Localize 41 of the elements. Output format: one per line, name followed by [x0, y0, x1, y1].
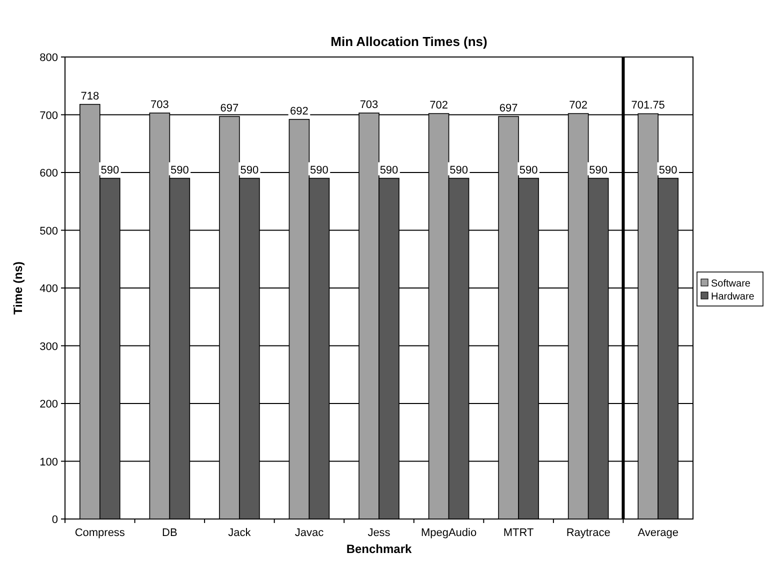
y-tick-label: 300 [40, 340, 58, 353]
y-tick-label: 500 [40, 225, 58, 238]
data-label: 703 [360, 99, 378, 112]
data-label: 718 [80, 90, 100, 102]
y-tick-label: 100 [40, 456, 58, 468]
data-label: 701.75 [631, 100, 665, 112]
y-tick-label: 700 [40, 110, 58, 122]
data-label: 590 [450, 164, 468, 176]
x-tick-label: Compress [74, 527, 126, 539]
y-tick-label: 800 [40, 52, 58, 64]
data-label: 590 [100, 164, 120, 176]
legend-label: Software [711, 278, 751, 290]
chart-title: Min Allocation Times (ns) [330, 34, 488, 49]
x-tick-label: MpegAudio [420, 527, 477, 539]
data-label: 590 [310, 164, 328, 176]
y-tick-label: 600 [40, 168, 58, 180]
data-label: 590 [170, 164, 189, 176]
y-tick-label: 0 [52, 514, 58, 526]
x-tick-label: Javac [294, 527, 324, 539]
data-label: 697 [499, 102, 518, 114]
data-label: 703 [150, 99, 169, 112]
data-label: 590 [658, 164, 678, 176]
x-tick-label: Jess [368, 527, 391, 539]
data-label: 702 [569, 100, 588, 112]
y-tick-label: 400 [40, 283, 58, 295]
legend-label: Hardware [711, 292, 755, 302]
data-label: 692 [290, 105, 308, 118]
x-tick-label: Jack [228, 527, 252, 539]
data-label: 590 [589, 164, 608, 176]
data-label: 702 [430, 100, 448, 112]
x-tick-label: MTRT [503, 527, 534, 539]
data-label: 590 [240, 164, 259, 176]
x-axis-title: Benchmark [346, 542, 412, 556]
data-label: 697 [220, 102, 239, 114]
data-label: 590 [519, 164, 538, 176]
y-tick-label: 200 [40, 398, 58, 410]
x-tick-label: Average [638, 527, 678, 539]
data-label: 590 [380, 164, 398, 176]
x-tick-label: DB [162, 527, 178, 539]
x-tick-label: Raytrace [566, 527, 610, 539]
y-axis-title: Time (ns) [11, 261, 25, 315]
